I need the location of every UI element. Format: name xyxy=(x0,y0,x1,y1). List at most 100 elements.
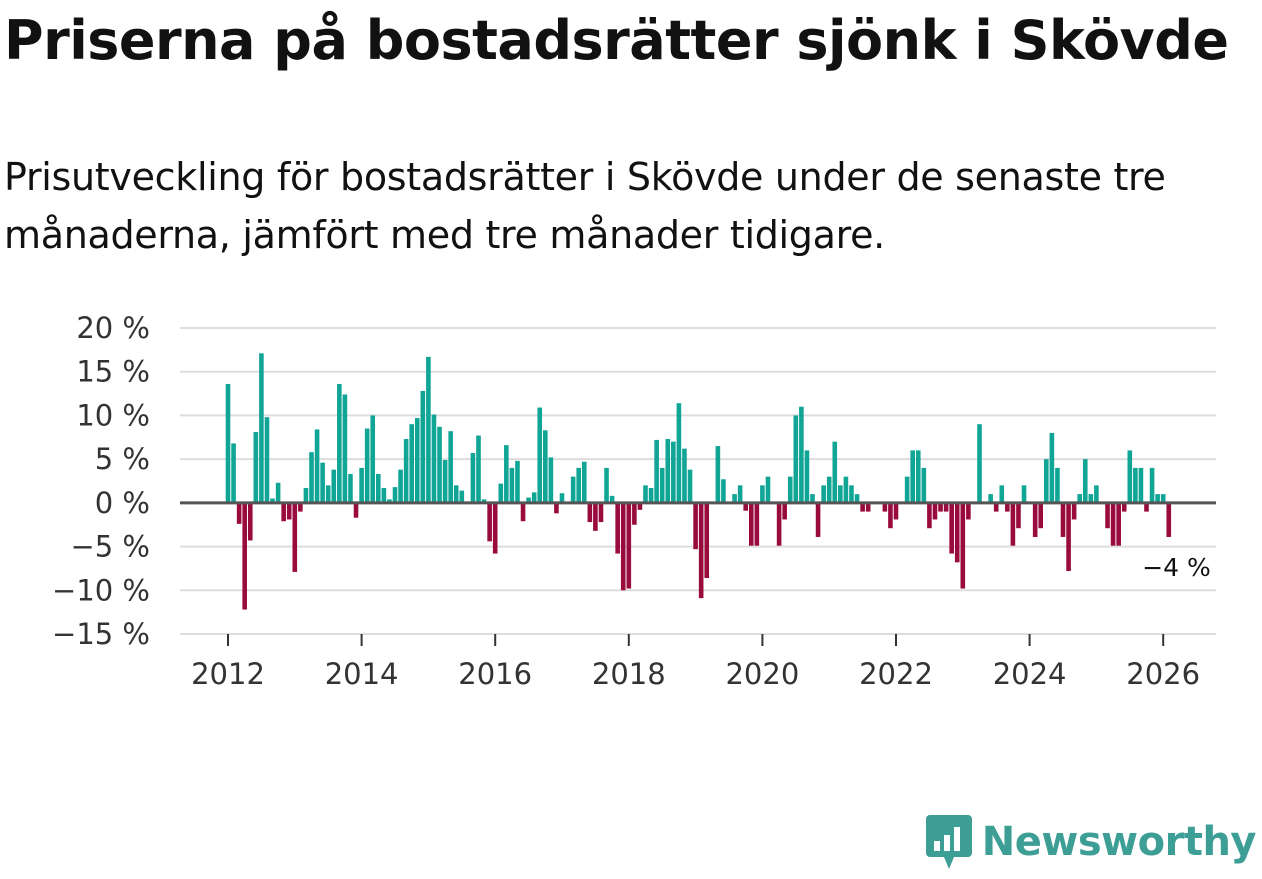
bar xyxy=(1060,502,1066,537)
bar xyxy=(1032,502,1038,537)
bar xyxy=(648,487,654,503)
bar xyxy=(593,502,598,531)
bar xyxy=(1077,494,1082,503)
bar xyxy=(826,476,832,503)
bar xyxy=(270,498,275,503)
bar xyxy=(1094,485,1099,503)
bar xyxy=(437,426,442,503)
bar xyxy=(693,502,698,550)
y-tick-label: 20 % xyxy=(76,311,150,345)
bar xyxy=(537,407,543,503)
bar xyxy=(665,439,671,503)
bar xyxy=(1144,502,1149,512)
bar xyxy=(1005,502,1010,512)
bar xyxy=(671,441,676,503)
bar xyxy=(576,467,581,503)
bar xyxy=(721,479,726,503)
bar xyxy=(849,485,854,503)
bar xyxy=(643,485,648,503)
bar xyxy=(1055,467,1060,503)
annotations: −4 % xyxy=(1142,553,1211,582)
bar xyxy=(938,502,943,512)
bar xyxy=(904,476,910,503)
bar xyxy=(292,502,298,572)
bar xyxy=(737,485,743,503)
bar xyxy=(609,495,615,503)
bar xyxy=(1044,459,1049,503)
y-tick-label: −15 % xyxy=(52,617,150,651)
bar xyxy=(821,485,826,503)
bar xyxy=(281,502,286,522)
bar xyxy=(748,502,754,546)
bar xyxy=(359,467,364,503)
bar xyxy=(376,474,381,503)
x-axis-ticks: 2012 2014 2016 2018 2020 2022 2024 2026 xyxy=(191,634,1200,691)
x-tick-label: 2024 xyxy=(993,657,1067,691)
bar xyxy=(999,485,1005,503)
bar xyxy=(353,502,359,518)
bar xyxy=(387,499,392,503)
bar xyxy=(943,502,949,512)
bar xyxy=(515,460,520,503)
bar xyxy=(765,476,771,503)
bar xyxy=(838,485,843,503)
bar xyxy=(1149,467,1155,503)
bar xyxy=(760,485,765,503)
bar xyxy=(754,502,760,546)
bar xyxy=(715,446,721,503)
newsworthy-logo: Newsworthy xyxy=(924,813,1257,871)
bar xyxy=(504,445,509,503)
brand-name: Newsworthy xyxy=(981,819,1257,865)
bar xyxy=(459,490,465,503)
bar xyxy=(782,502,787,520)
y-tick-label: 0 % xyxy=(95,486,150,520)
bar xyxy=(342,394,348,503)
bar xyxy=(309,452,314,503)
bar xyxy=(1016,502,1021,529)
bar xyxy=(481,499,487,503)
bar xyxy=(509,467,515,503)
bar xyxy=(1066,502,1071,572)
bar xyxy=(487,502,492,542)
bar xyxy=(264,417,270,503)
bar xyxy=(598,502,604,523)
bar xyxy=(626,502,632,589)
bar xyxy=(570,476,576,503)
bar xyxy=(615,502,620,554)
y-tick-label: 5 % xyxy=(95,442,150,476)
bar xyxy=(1155,494,1160,503)
bar xyxy=(966,502,971,520)
bar-chart: 20 %15 %10 %5 %0 %−5 %−10 %−15 % 2012 201… xyxy=(52,311,1216,691)
bar xyxy=(932,502,938,520)
bar xyxy=(704,502,710,579)
bar xyxy=(604,467,609,503)
bar xyxy=(303,487,309,503)
newsworthy-logo-icon xyxy=(925,815,972,869)
bar xyxy=(993,502,999,512)
bar xyxy=(325,485,331,503)
bar xyxy=(320,462,325,503)
bar xyxy=(526,497,531,503)
bar xyxy=(1038,502,1044,529)
x-tick-label: 2016 xyxy=(458,657,532,691)
chart-subtitle: Prisutveckling för bostadsrätter i Skövd… xyxy=(4,155,1166,257)
bar xyxy=(949,502,954,554)
bar xyxy=(854,494,860,503)
bar xyxy=(832,441,838,503)
bar xyxy=(1010,502,1016,546)
bar xyxy=(893,502,899,520)
bar xyxy=(637,502,643,510)
bar xyxy=(392,487,398,503)
bar xyxy=(442,460,448,503)
x-tick-label: 2022 xyxy=(859,657,933,691)
bar xyxy=(654,439,659,503)
bar xyxy=(676,403,682,503)
bar xyxy=(860,502,865,512)
bar xyxy=(954,502,960,563)
bar xyxy=(810,494,815,503)
bar xyxy=(732,494,737,503)
bar xyxy=(776,502,782,546)
bar xyxy=(275,482,281,503)
bar xyxy=(1127,450,1133,503)
bar xyxy=(498,483,504,503)
